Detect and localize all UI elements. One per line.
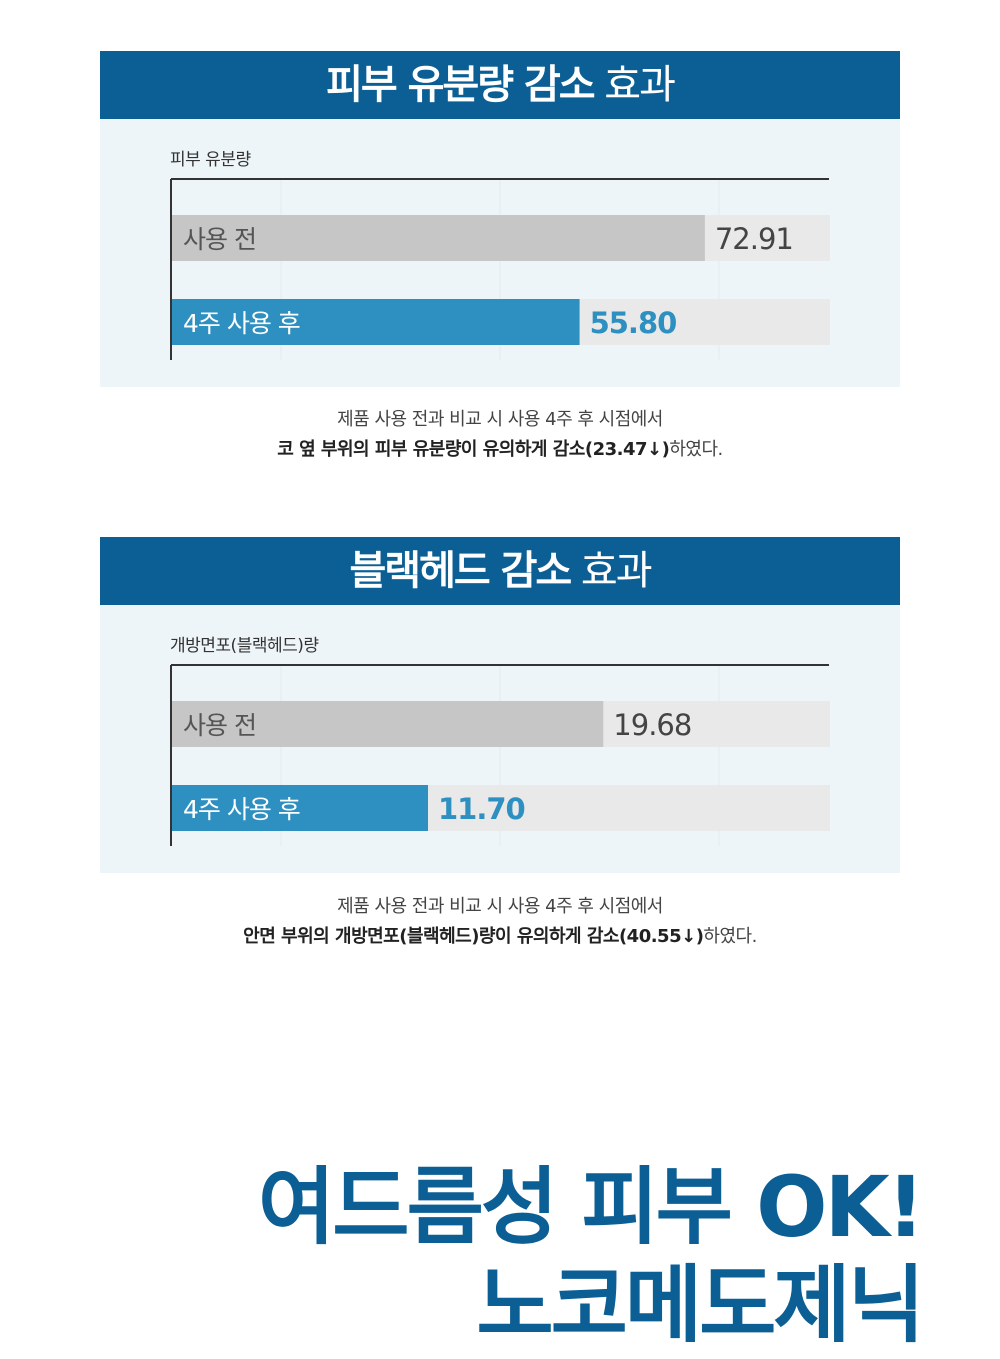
- section1-caption-rest: 하였다.: [669, 439, 723, 460]
- chart1-category-label: 4주 사용 후: [183, 309, 300, 338]
- section1-header-suffix: 효과: [604, 62, 676, 108]
- section2-caption-bold: 안면 부위의 개방면포(블랙헤드)량이 유의하게 감소(40.55↓): [243, 926, 704, 947]
- chart1-category-label: 사용 전: [183, 225, 256, 254]
- section2-caption-line1: 제품 사용 전과 비교 시 사용 4주 후 시점에서: [337, 896, 663, 917]
- chart2-value-label: 11.70: [438, 792, 525, 826]
- chart1-value-label: 72.91: [715, 222, 793, 256]
- chart1-y-title: 피부 유분량: [170, 150, 251, 170]
- section1-header: 피부 유분량 감소 효과: [100, 51, 900, 119]
- chart2-bar: [171, 785, 429, 831]
- chart2-bar: [171, 701, 604, 747]
- section2-caption-rest: 하였다.: [703, 926, 757, 947]
- chart1-bar: [171, 299, 580, 345]
- chart1-bar: [171, 215, 705, 261]
- section2-caption: 제품 사용 전과 비교 시 사용 4주 후 시점에서 안면 부위의 개방면포(블…: [100, 892, 900, 952]
- section2-header: 블랙헤드 감소 효과: [100, 537, 900, 605]
- chart2-category-label: 사용 전: [183, 711, 256, 740]
- section2-header-suffix: 효과: [580, 548, 653, 594]
- section2-header-title: 블랙헤드 감소: [349, 548, 572, 594]
- section1-caption: 제품 사용 전과 비교 시 사용 4주 후 시점에서 코 옆 부위의 피부 유분…: [100, 405, 900, 465]
- chart1-svg: 사용 전 72.91 4주 사용 후 55.80: [170, 178, 830, 360]
- section1-header-title: 피부 유분량 감소: [326, 62, 595, 108]
- chart2-svg: 사용 전 19.68 4주 사용 후 11.70: [170, 664, 830, 846]
- section1-caption-line1: 제품 사용 전과 비교 시 사용 4주 후 시점에서: [337, 409, 663, 430]
- chart2-y-title: 개방면포(블랙헤드)량: [170, 636, 319, 656]
- chart2-category-label: 4주 사용 후: [183, 795, 300, 824]
- section1-caption-bold: 코 옆 부위의 피부 유분량이 유의하게 감소(23.47↓): [277, 439, 670, 460]
- banner-line2: 노코메도제닉: [476, 1256, 925, 1354]
- banner-line1: 여드름성 피부 OK!: [258, 1158, 925, 1256]
- chart1-value-label: 55.80: [590, 306, 677, 340]
- section1-caption-line2: 코 옆 부위의 피부 유분량이 유의하게 감소(23.47↓)하였다.: [100, 435, 900, 465]
- section2-caption-line2: 안면 부위의 개방면포(블랙헤드)량이 유의하게 감소(40.55↓)하였다.: [100, 922, 900, 952]
- chart2-value-label: 19.68: [613, 708, 691, 742]
